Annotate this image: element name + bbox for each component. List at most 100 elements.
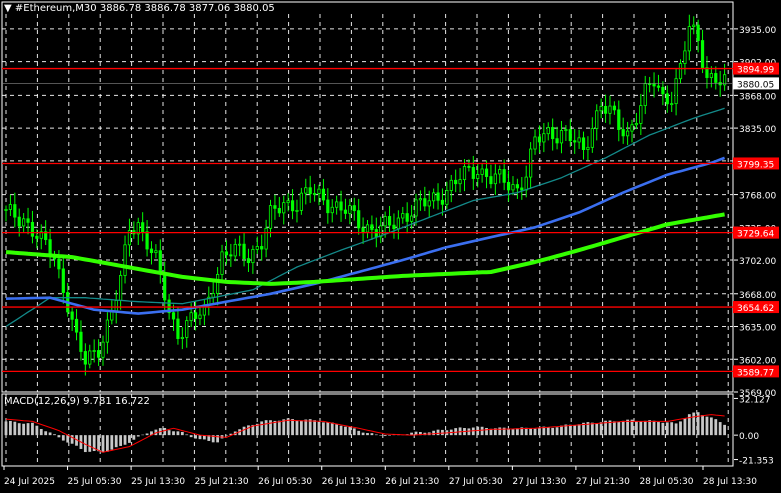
- candle-body: [652, 83, 656, 87]
- candle-body: [352, 205, 356, 212]
- candle-body: [273, 205, 277, 209]
- candle-body: [714, 73, 718, 83]
- candle-body: [484, 168, 489, 177]
- macd-histogram-bar: [176, 431, 180, 436]
- macd-histogram-bar: [167, 430, 171, 436]
- macd-histogram-bar: [568, 424, 572, 436]
- macd-histogram-bar: [529, 428, 533, 436]
- macd-histogram-bar: [110, 435, 114, 450]
- candle-body: [630, 124, 634, 132]
- candle-body: [661, 86, 665, 95]
- macd-histogram-bar: [515, 428, 519, 436]
- candle-body: [674, 78, 678, 105]
- candle-body: [542, 133, 546, 143]
- candle-body: [696, 24, 700, 41]
- macd-histogram-bar: [128, 435, 131, 443]
- macd-histogram-bar: [145, 433, 149, 436]
- macd-histogram-bar: [9, 420, 12, 436]
- macd-histogram-bar: [679, 421, 682, 436]
- candle-body: [639, 105, 643, 124]
- macd-histogram-bar: [480, 426, 484, 436]
- macd-histogram-bar: [92, 435, 96, 452]
- macd-histogram-bar: [97, 435, 100, 452]
- macd-histogram-bar: [493, 428, 497, 436]
- candle-body: [670, 103, 674, 106]
- macd-histogram-bar: [626, 419, 630, 436]
- macd-histogram-bar: [277, 420, 281, 436]
- candle-body: [4, 209, 8, 211]
- candle-body: [57, 258, 61, 270]
- candle-body: [180, 336, 184, 339]
- macd-histogram-bar: [335, 424, 339, 436]
- candle-body: [467, 166, 471, 168]
- macd-histogram-bar: [524, 427, 528, 436]
- candle-body: [158, 250, 162, 274]
- macd-histogram-bar: [665, 422, 669, 436]
- x-tick-label: 26 Jul 13:30: [322, 477, 376, 487]
- candle-body: [700, 40, 705, 69]
- macd-histogram-bar: [388, 435, 391, 436]
- macd-histogram-bar: [586, 422, 590, 436]
- y-tick-label: 3602.00: [739, 356, 776, 366]
- candle-body: [251, 249, 255, 264]
- y-tick-label: 3768.00: [739, 192, 776, 202]
- macd-histogram-bar: [683, 418, 687, 436]
- macd-histogram-bar: [410, 432, 413, 436]
- macd-histogram-bar: [692, 412, 696, 436]
- candle-body: [167, 299, 171, 314]
- y-tick-label: 3635.00: [739, 324, 776, 334]
- candle-body: [414, 199, 418, 217]
- macd-histogram-bar: [114, 435, 118, 448]
- price-level-label: 3589.77: [737, 368, 774, 378]
- x-tick-label: 24 Jul 2025: [4, 477, 55, 487]
- candle-body: [361, 227, 365, 233]
- macd-histogram-bar: [31, 422, 34, 436]
- candle-body: [683, 50, 687, 64]
- chart-header: ▼ #Ethereum,M30 3886.78 3886.78 3877.06 …: [4, 3, 275, 14]
- ma-fast-line: [5, 107, 725, 328]
- candle-body: [242, 243, 246, 260]
- dropdown-arrow-icon[interactable]: ▼: [4, 3, 12, 14]
- x-tick-label: 28 Jul 13:30: [703, 477, 757, 487]
- macd-histogram-bar: [635, 420, 638, 436]
- candle-body: [277, 207, 281, 214]
- y-tick-label: 3702.00: [739, 257, 776, 267]
- candle-body: [493, 173, 497, 185]
- candle-body: [498, 169, 502, 175]
- candle-body: [264, 227, 268, 250]
- candle-body: [127, 230, 132, 246]
- macd-histogram-bar: [714, 419, 718, 436]
- candle-body: [343, 209, 348, 214]
- candle-body: [193, 312, 198, 319]
- candle-body: [603, 106, 608, 114]
- candle-body: [185, 320, 189, 338]
- macd-histogram-bar: [229, 433, 233, 436]
- macd-histogram-bar: [643, 420, 647, 436]
- candle-body: [564, 129, 568, 131]
- macd-histogram-bar: [299, 420, 303, 436]
- macd-histogram-bar: [551, 427, 555, 436]
- macd-histogram-bar: [467, 428, 471, 436]
- candle-body: [634, 123, 639, 126]
- candle-body: [308, 187, 312, 195]
- macd-histogram-bar: [471, 427, 475, 436]
- macd-histogram-bar: [17, 423, 21, 436]
- macd-histogram-bar: [291, 419, 294, 436]
- candle-body: [233, 243, 237, 257]
- candle-body: [290, 200, 295, 212]
- x-tick-label: 25 Jul 05:30: [68, 477, 122, 487]
- macd-histogram-bar: [326, 422, 330, 436]
- price-level-label: 3799.35: [737, 160, 774, 170]
- candle-body: [502, 169, 506, 183]
- x-tick-label: 28 Jul 05:30: [639, 477, 693, 487]
- candle-body: [626, 130, 630, 137]
- candle-body: [224, 251, 229, 256]
- symbol-timeframe: #Ethereum,M30: [14, 3, 97, 14]
- x-tick-label: 27 Jul 21:30: [576, 477, 630, 487]
- macd-histogram-bar: [383, 435, 387, 437]
- candle-body: [551, 127, 555, 140]
- candle-body: [163, 272, 167, 301]
- candle-body: [8, 204, 13, 210]
